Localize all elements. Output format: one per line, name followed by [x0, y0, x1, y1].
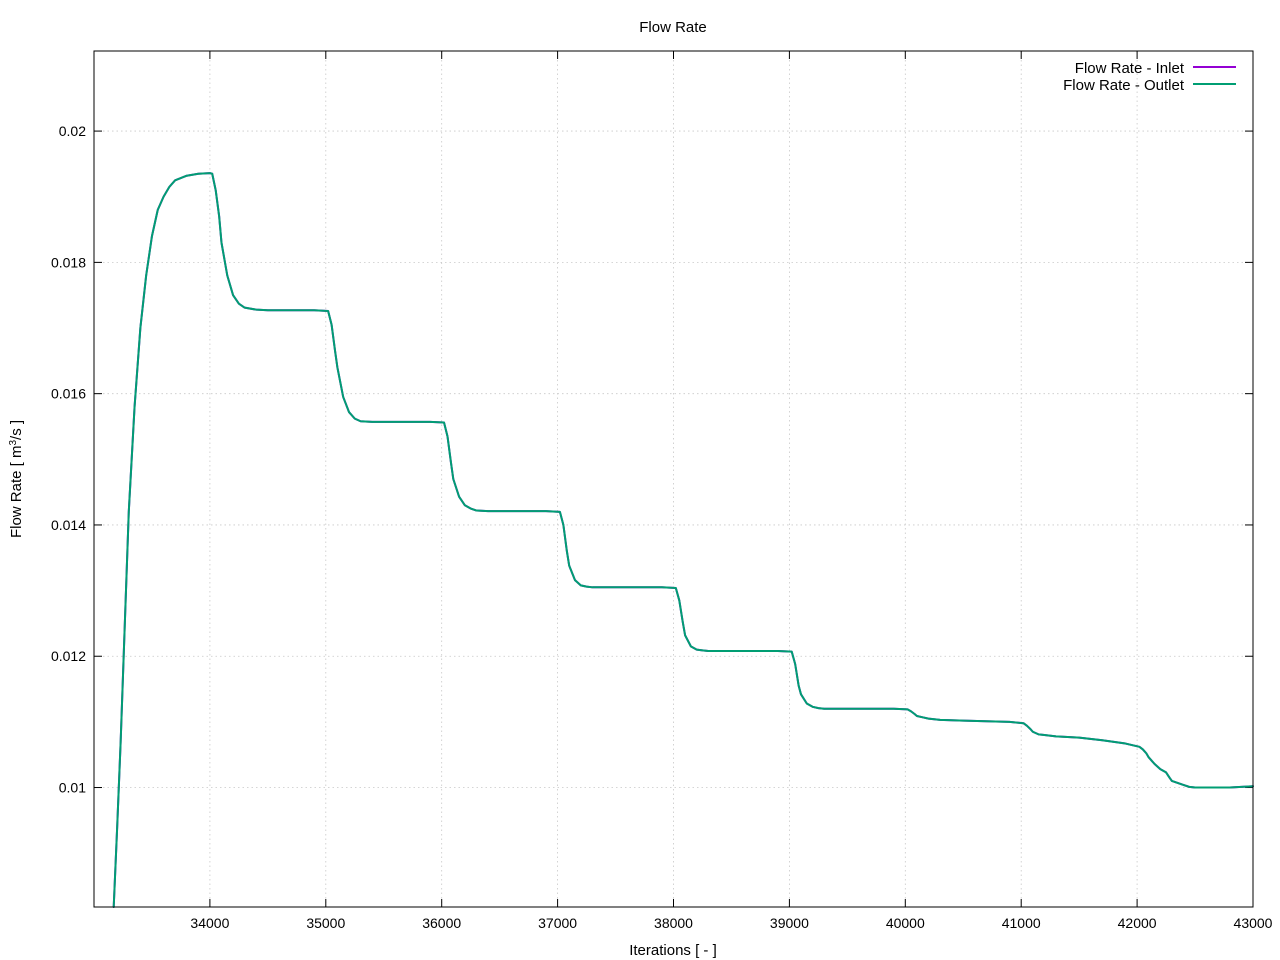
legend-label-outlet: Flow Rate - Outlet [1063, 77, 1185, 94]
y-axis-label-prefix: Flow Rate [ m [8, 446, 25, 539]
y-tick-label: 0.01 [59, 780, 86, 796]
chart-title: Flow Rate [639, 19, 707, 36]
grid-lines [94, 51, 1253, 907]
y-tick-label: 0.018 [51, 254, 86, 270]
x-tick-label: 39000 [770, 915, 809, 931]
x-tick-label: 37000 [538, 915, 577, 931]
series-line-outlet [112, 172, 1254, 908]
x-tick-label: 38000 [654, 915, 693, 931]
y-axis-label-superscript: 3 [8, 440, 19, 446]
y-tick-label: 0.02 [59, 123, 86, 139]
y-axis-label: Flow Rate [ m3/s ] [8, 420, 26, 538]
y-axis-label-suffix: /s ] [8, 420, 25, 440]
tick-labels: 34000 35000 36000 37000 38000 39000 40000 41000… [51, 123, 1273, 931]
x-axis-label: Iterations [ - ] [629, 942, 717, 959]
x-tick-label: 35000 [306, 915, 345, 931]
plot-frame [93, 50, 1254, 908]
x-tick-label: 41000 [1002, 915, 1041, 931]
x-tick-label: 43000 [1234, 915, 1273, 931]
data-series [112, 172, 1254, 908]
x-tick-label: 34000 [190, 915, 229, 931]
y-tick-label: 0.014 [51, 517, 86, 533]
x-tick-label: 40000 [886, 915, 925, 931]
y-tick-label: 0.012 [51, 648, 86, 664]
y-tick-label: 0.016 [51, 386, 86, 402]
x-tick-label: 36000 [422, 915, 461, 931]
legend: Flow Rate - Inlet Flow Rate - Outlet [1063, 60, 1236, 94]
x-tick-label: 42000 [1118, 915, 1157, 931]
legend-label-inlet: Flow Rate - Inlet [1075, 60, 1185, 77]
